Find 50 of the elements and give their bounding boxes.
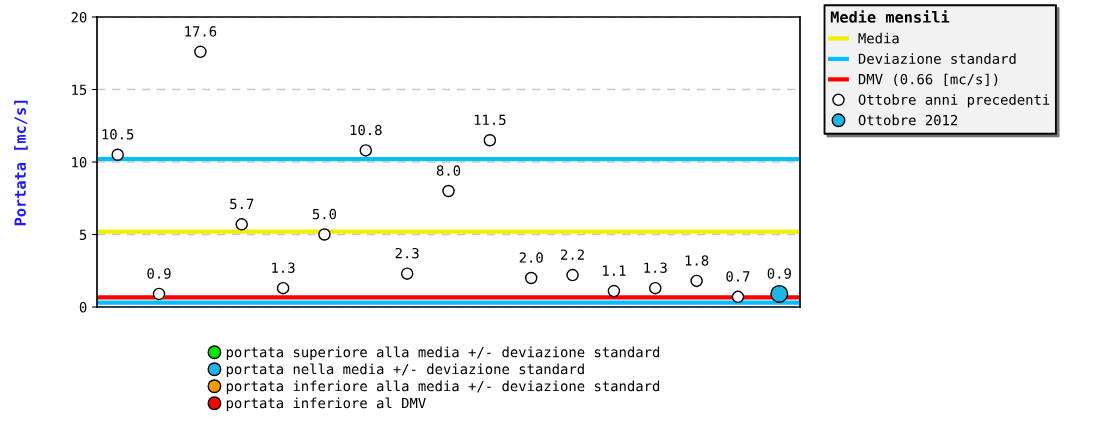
data-label: 1.8: [685, 255, 709, 266]
point: [400, 267, 414, 280]
data-label: 17.6: [185, 26, 217, 37]
legend-label: portata inferiore alla media +/- deviazione standard: [226, 380, 660, 394]
point: [524, 271, 538, 285]
legend-label: portata inferiore al DMV: [226, 397, 426, 411]
legend-label: portata superiore alla media +/- deviazione standard: [226, 346, 660, 361]
data-label: 2.0: [519, 252, 543, 263]
point: [276, 281, 290, 295]
point: [235, 218, 248, 231]
point: [566, 268, 579, 282]
point: [359, 144, 373, 157]
data-label: 10.5: [102, 129, 134, 140]
data-label: 5.0: [312, 208, 337, 220]
point: [318, 228, 331, 241]
legend-label: Media: [858, 32, 899, 44]
y-tick-label: 0: [79, 302, 87, 313]
legend-label: Ottobre anni precedenti: [858, 94, 1050, 108]
legend-label: portata nella media +/- deviazione standard: [226, 363, 584, 377]
data-label: 8.0: [436, 165, 461, 176]
point: [770, 284, 789, 303]
point: [690, 274, 703, 288]
y-axis-title: Portata [mc/s]: [14, 100, 28, 226]
data-label: 1.1: [603, 265, 626, 276]
point: [194, 45, 207, 59]
point: [483, 133, 497, 147]
data-label: 10.8: [350, 124, 382, 136]
y-tick-label: 10: [72, 157, 87, 168]
data-label: 11.5: [474, 114, 506, 126]
legend-label: DMV (0.66 [mc/s]): [858, 73, 998, 87]
point: [111, 148, 124, 162]
point: [649, 281, 662, 295]
legend-label: Deviazione standard: [858, 53, 1016, 64]
data-label: 0.9: [147, 268, 171, 279]
data-label: 0.7: [726, 271, 750, 282]
y-tick-label: 15: [72, 84, 87, 96]
y-tick-label: 20: [71, 12, 87, 23]
data-label: 5.7: [230, 198, 254, 210]
data-label: 0.9: [767, 268, 791, 279]
legend-title: Medie mensili: [830, 10, 950, 23]
point: [731, 290, 745, 304]
point: [607, 284, 621, 298]
point: [152, 287, 166, 301]
data-label: 1.3: [272, 262, 295, 273]
y-tick-label: 5: [79, 229, 87, 241]
legend-label: Ottobre 2012: [858, 114, 958, 126]
data-label: 1.3: [644, 262, 667, 273]
data-label: 2.3: [395, 247, 419, 259]
data-label: 2.2: [561, 249, 584, 260]
point: [442, 184, 455, 198]
